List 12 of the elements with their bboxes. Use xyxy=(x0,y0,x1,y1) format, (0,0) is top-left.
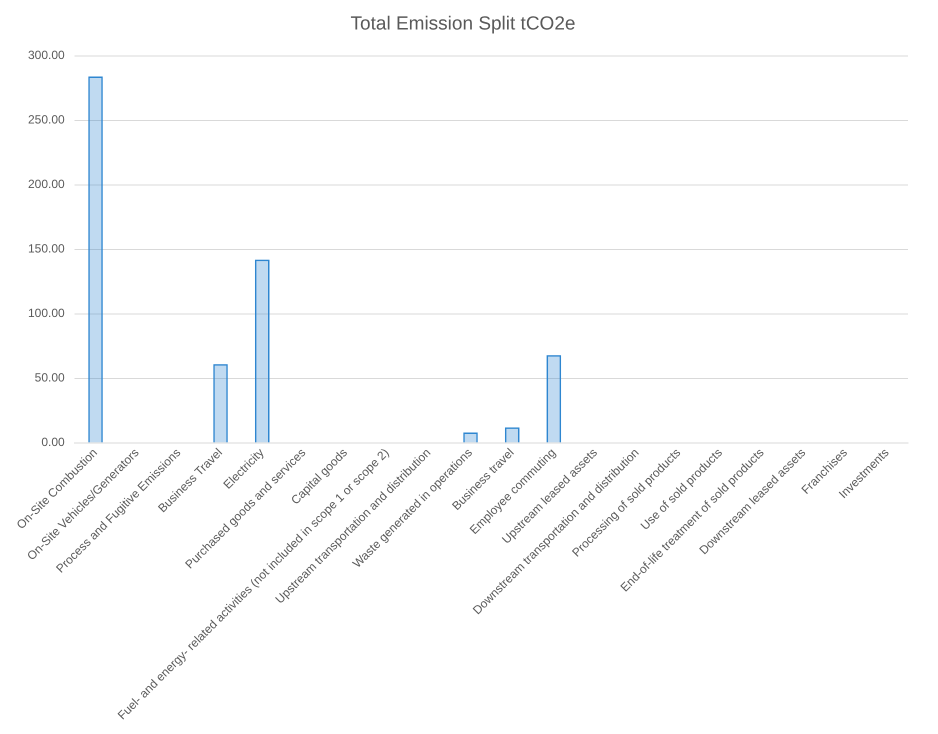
y-tick-label: 200.00 xyxy=(28,177,66,192)
y-tick-label: 250.00 xyxy=(28,112,66,127)
bar xyxy=(88,76,103,442)
y-tick-label: 0.00 xyxy=(41,435,66,450)
bar xyxy=(546,355,562,442)
y-tick-label: 150.00 xyxy=(28,242,66,256)
y-tick-label: 300.00 xyxy=(28,48,66,62)
y-tick-label: 100.00 xyxy=(28,306,66,320)
chart-title: Total Emission Split tCO2e xyxy=(350,14,576,35)
bar xyxy=(254,260,270,442)
y-tick-label: 50.00 xyxy=(34,370,66,385)
bar xyxy=(213,364,228,442)
